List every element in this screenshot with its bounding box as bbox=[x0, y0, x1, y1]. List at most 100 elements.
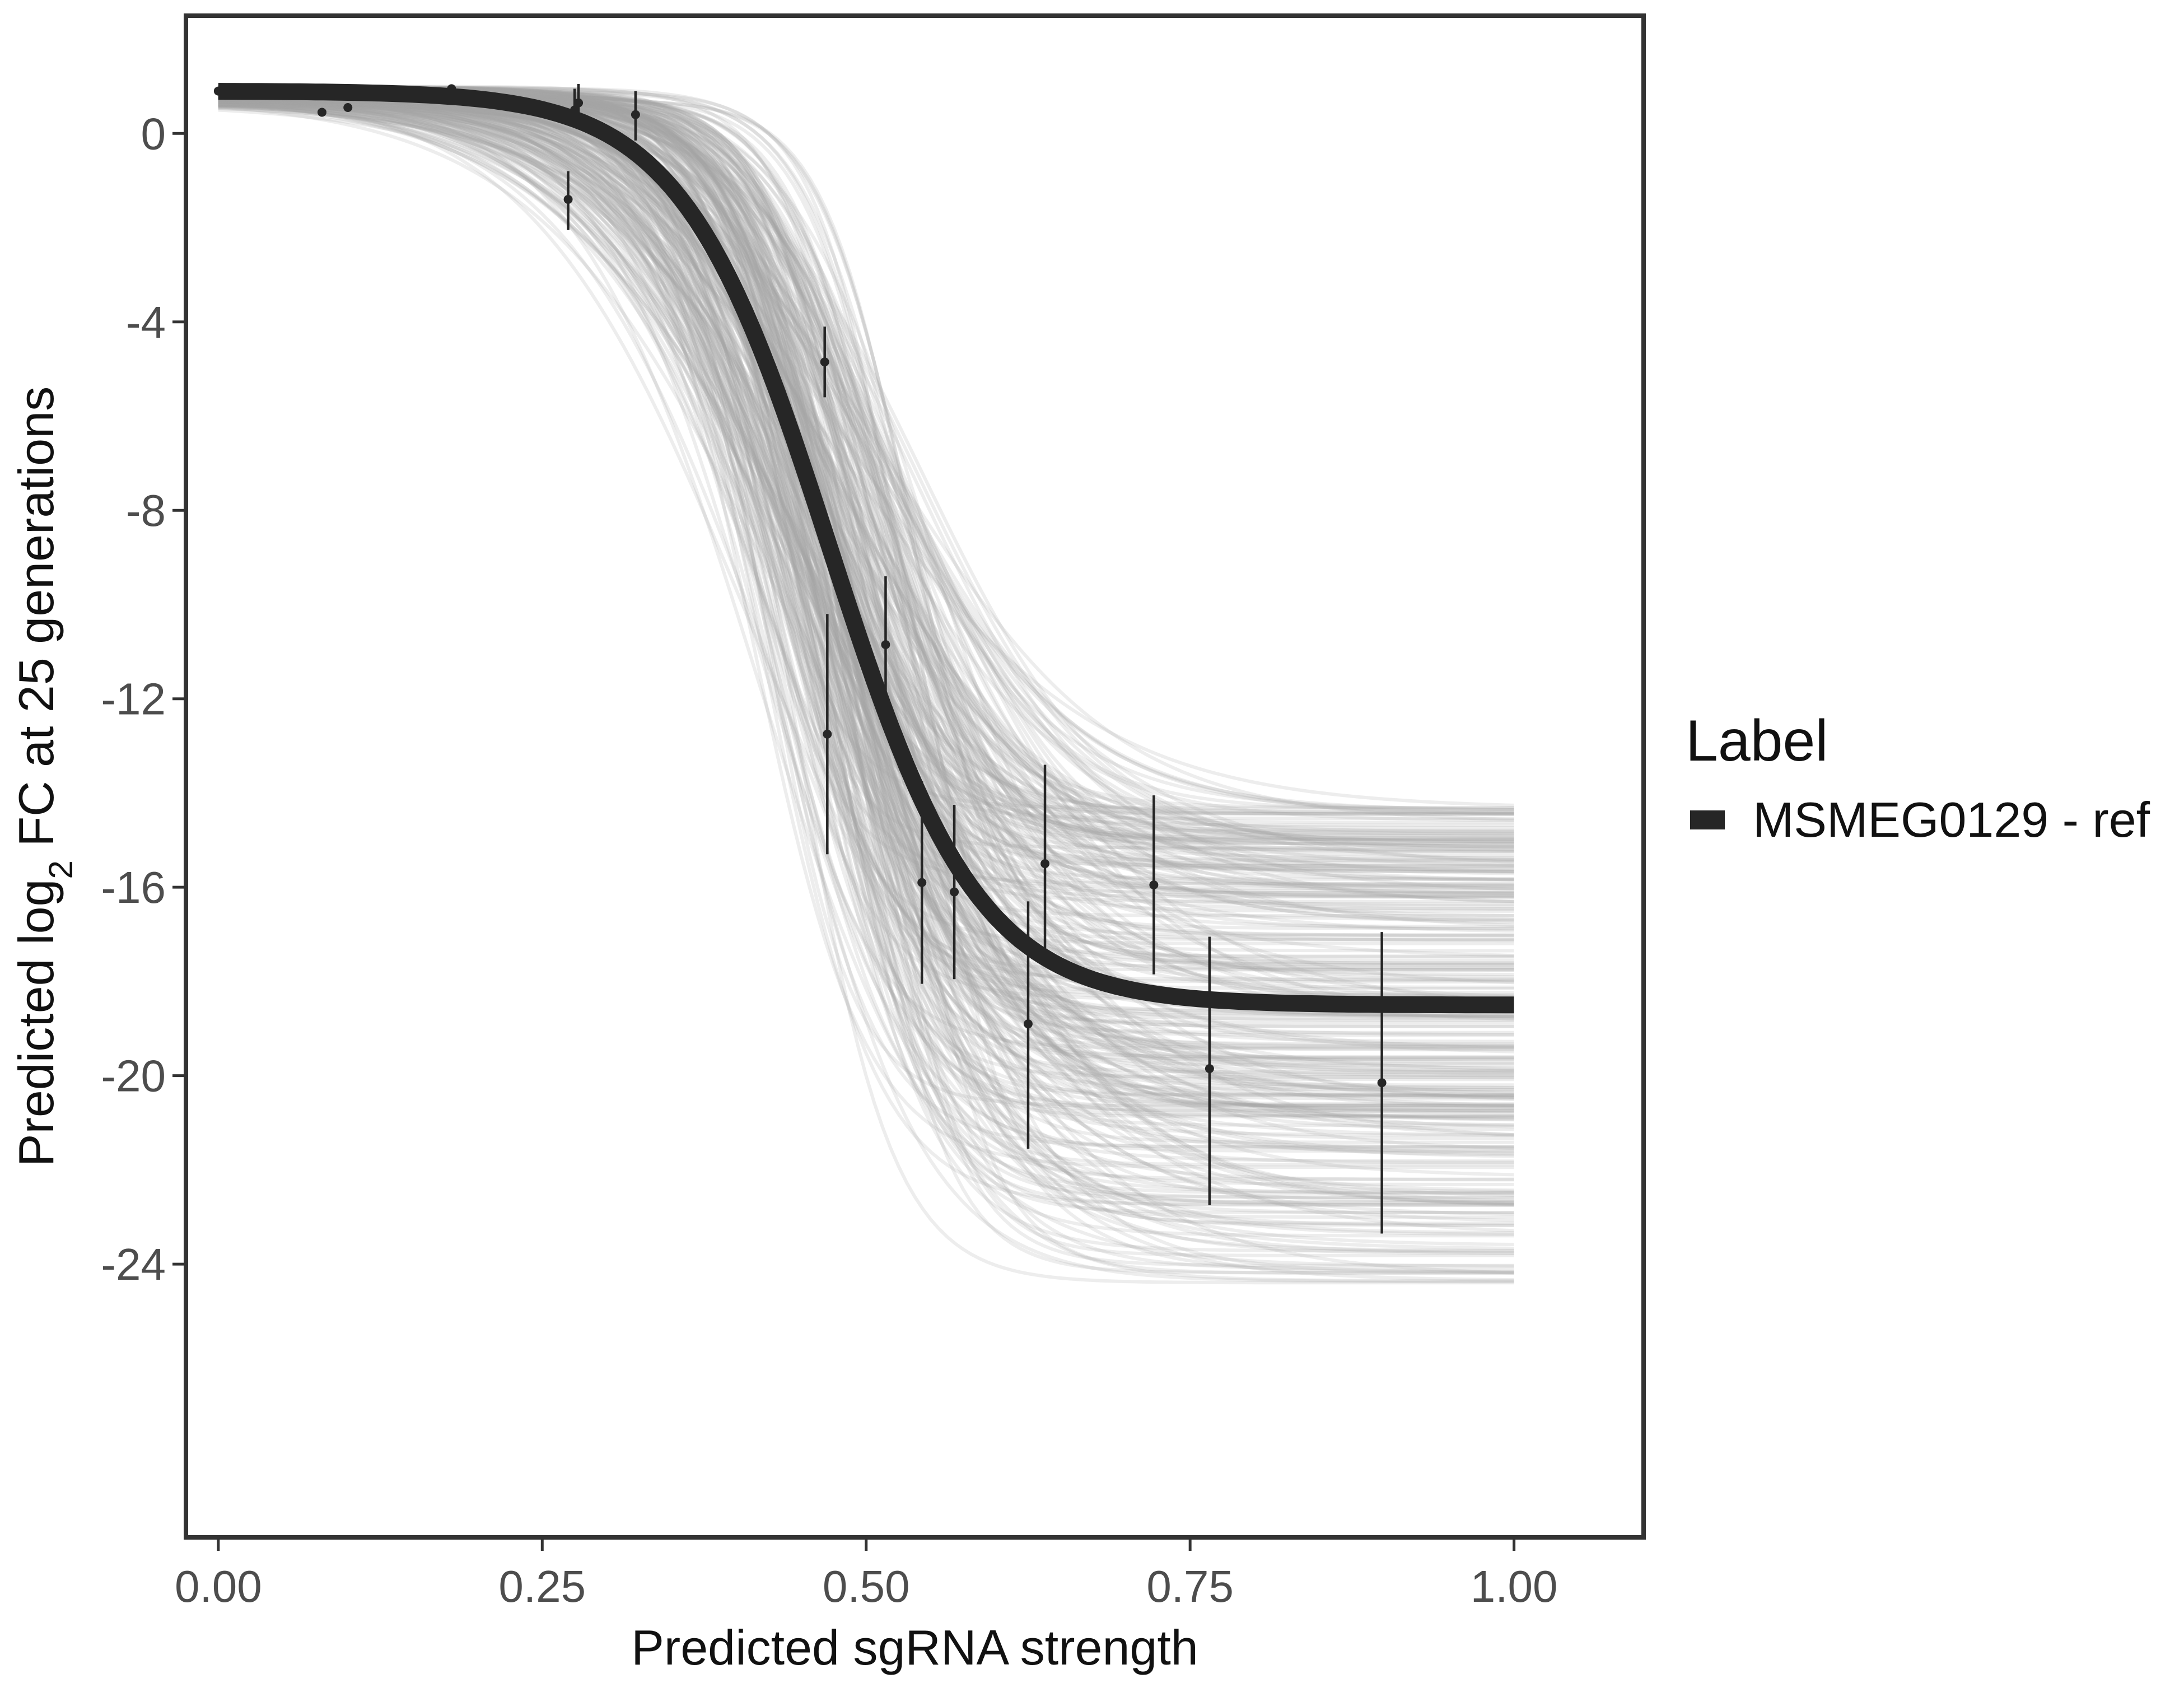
posterior-draw-line bbox=[218, 100, 1514, 1120]
posterior-draw-line bbox=[218, 101, 1514, 899]
posterior-draw-line bbox=[218, 95, 1514, 1014]
data-point bbox=[563, 195, 573, 204]
posterior-draw-line bbox=[218, 94, 1514, 1157]
posterior-draw-line bbox=[218, 104, 1514, 1003]
posterior-draw-line bbox=[218, 92, 1514, 1206]
posterior-draw-line bbox=[218, 94, 1514, 1137]
x-tick-label: 0.25 bbox=[498, 1561, 586, 1611]
posterior-draw-line bbox=[218, 96, 1514, 917]
posterior-draw-line bbox=[218, 96, 1514, 1050]
data-point bbox=[881, 640, 890, 649]
posterior-draw-line bbox=[218, 102, 1514, 958]
y-axis: 0 -4 -8 -12 -16 -20 -24 bbox=[101, 109, 184, 1289]
posterior-draw-line bbox=[218, 96, 1514, 1073]
posterior-draw-line bbox=[218, 95, 1514, 1246]
posterior-draw-line bbox=[218, 102, 1514, 1283]
posterior-draw-line bbox=[218, 91, 1514, 1275]
posterior-draw-line bbox=[218, 97, 1514, 1216]
posterior-draw-line bbox=[218, 102, 1514, 849]
posterior-draw-line bbox=[218, 95, 1514, 1202]
posterior-draw-line bbox=[218, 102, 1514, 1203]
posterior-draw-line bbox=[218, 99, 1514, 1122]
data-point bbox=[950, 887, 959, 897]
posterior-draw-line bbox=[218, 102, 1514, 1112]
posterior-draw-line bbox=[218, 102, 1514, 899]
y-axis-title-subscript: 2 bbox=[42, 860, 80, 879]
posterior-draw-line bbox=[218, 100, 1514, 890]
data-points-layer bbox=[213, 83, 1387, 1234]
posterior-draw-line bbox=[218, 97, 1514, 1073]
data-point bbox=[1149, 880, 1159, 889]
posterior-draw-line bbox=[218, 91, 1514, 875]
posterior-draw-line bbox=[218, 93, 1514, 1064]
posterior-draw-line bbox=[218, 100, 1514, 873]
posterior-draw-line bbox=[218, 94, 1514, 881]
y-axis-title: Predicted log2 FC at 25 generations bbox=[8, 386, 80, 1167]
posterior-draw-line bbox=[218, 99, 1514, 1195]
y-tick-label: 0 bbox=[141, 109, 166, 158]
posterior-draw-line bbox=[218, 99, 1514, 822]
posterior-draw-line bbox=[218, 94, 1514, 1048]
posterior-draw-line bbox=[218, 94, 1514, 1163]
posterior-draw-line bbox=[218, 90, 1514, 1268]
posterior-draw-line bbox=[218, 100, 1514, 1019]
x-tick-label: 0.75 bbox=[1146, 1561, 1234, 1611]
posterior-draw-line bbox=[218, 88, 1514, 1113]
plot-panel-border bbox=[184, 13, 1646, 1540]
y-tick-label: -20 bbox=[101, 1051, 166, 1101]
data-point bbox=[631, 110, 640, 119]
posterior-draw-line bbox=[218, 100, 1514, 925]
posterior-draw-line bbox=[218, 90, 1514, 1101]
posterior-draw-line bbox=[218, 101, 1514, 810]
posterior-draw-line bbox=[218, 99, 1514, 1150]
posterior-draw-line bbox=[218, 101, 1514, 1074]
x-axis: 0.00 0.25 0.50 0.75 1.00 bbox=[175, 1540, 1557, 1611]
posterior-draw-line bbox=[218, 102, 1514, 1037]
data-point bbox=[820, 357, 829, 367]
posterior-draw-line bbox=[218, 91, 1514, 1003]
y-axis-title-post: FC at 25 generations bbox=[8, 386, 64, 860]
posterior-draw-line bbox=[218, 101, 1514, 1090]
legend: Label MSMEG0129 - ref bbox=[1686, 708, 2150, 847]
posterior-draw-line bbox=[218, 85, 1514, 1024]
data-point bbox=[1040, 859, 1050, 869]
data-point bbox=[917, 878, 927, 887]
posterior-draw-line bbox=[218, 102, 1514, 903]
posterior-draw-line bbox=[218, 103, 1514, 921]
data-point bbox=[447, 84, 456, 94]
posterior-draw-line bbox=[218, 94, 1514, 1070]
posterior-draw-line bbox=[218, 106, 1514, 807]
data-point bbox=[317, 108, 326, 117]
posterior-draw-line bbox=[218, 108, 1514, 1233]
legend-title: Label bbox=[1686, 708, 1828, 773]
posterior-draw-line bbox=[218, 94, 1514, 1205]
data-point bbox=[1023, 1019, 1033, 1029]
posterior-draw-line bbox=[218, 103, 1514, 829]
data-point bbox=[574, 98, 584, 108]
posterior-draw-line bbox=[218, 92, 1514, 1078]
posterior-draw-line bbox=[218, 102, 1514, 969]
posterior-draw-line bbox=[218, 102, 1514, 927]
posterior-draw-line bbox=[218, 102, 1514, 1181]
posterior-draw-line bbox=[218, 102, 1514, 1034]
posterior-draw-line bbox=[218, 98, 1514, 1137]
posterior-draw-line bbox=[218, 101, 1514, 861]
data-point bbox=[1377, 1078, 1387, 1088]
posterior-draw-line bbox=[218, 100, 1514, 849]
posterior-draw-line bbox=[218, 104, 1514, 1001]
posterior-draw-line bbox=[218, 91, 1514, 1223]
posterior-draw-line bbox=[218, 99, 1514, 1053]
data-point bbox=[570, 105, 580, 115]
x-tick-label: 1.00 bbox=[1471, 1561, 1558, 1611]
posterior-draw-line bbox=[218, 92, 1514, 1115]
y-tick-label: -8 bbox=[126, 486, 166, 535]
posterior-draw-line bbox=[218, 104, 1514, 854]
posterior-draw-line bbox=[218, 101, 1514, 874]
posterior-draw-line bbox=[218, 99, 1514, 1121]
posterior-draw-line bbox=[218, 104, 1514, 1080]
fit-curve-line bbox=[218, 83, 1514, 1014]
posterior-draw-line bbox=[218, 105, 1514, 1099]
posterior-draw-line bbox=[218, 103, 1514, 889]
